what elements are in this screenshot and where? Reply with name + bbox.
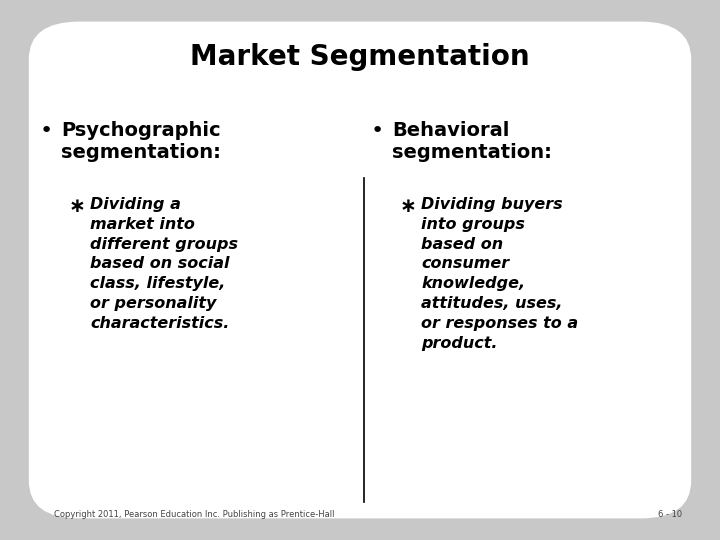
Text: •: • [40,122,53,141]
Text: ∗: ∗ [400,197,416,216]
Text: 6 - 10: 6 - 10 [657,510,682,519]
Text: Dividing a
market into
different groups
based on social
class, lifestyle,
or per: Dividing a market into different groups … [90,197,238,331]
Text: Psychographic
segmentation:: Psychographic segmentation: [61,122,221,163]
Text: Behavioral
segmentation:: Behavioral segmentation: [392,122,552,163]
Text: Market Segmentation: Market Segmentation [190,43,530,71]
Text: Dividing buyers
into groups
based on
consumer
knowledge,
attitudes, uses,
or res: Dividing buyers into groups based on con… [421,197,578,350]
Text: ∗: ∗ [68,197,85,216]
Text: •: • [371,122,384,141]
Text: Copyright 2011, Pearson Education Inc. Publishing as Prentice-Hall: Copyright 2011, Pearson Education Inc. P… [54,510,335,519]
FancyBboxPatch shape [29,22,691,518]
